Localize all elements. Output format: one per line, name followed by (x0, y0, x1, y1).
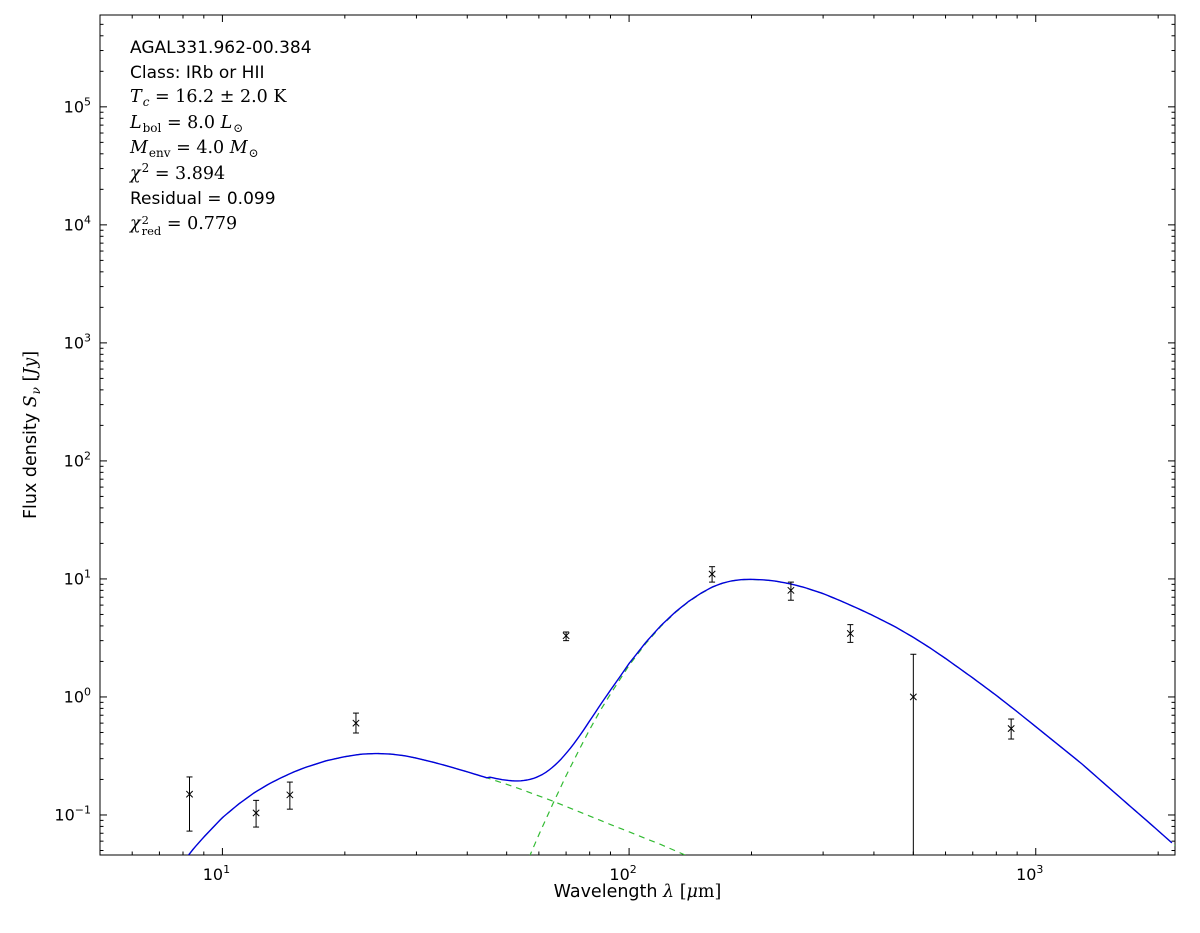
data-points (185, 566, 1015, 855)
x-marker (562, 632, 570, 640)
tick-labels: 101 102 103 10−1 100 101 102 103 104 105 (54, 95, 1043, 884)
luminosity-line: Lbol = 8.0 L⊙ (130, 111, 312, 137)
lambda-symbol: λ (663, 882, 675, 902)
residual-line: Residual = 0.099 (130, 189, 276, 209)
chi-exponent: 2 (141, 160, 150, 175)
svg-text:103: 103 (1016, 863, 1043, 884)
m-unit: M (229, 138, 248, 158)
axis-ticks (100, 15, 1175, 855)
chi-red-subscript: red (141, 223, 162, 238)
y-unit-bracket: [ (21, 374, 41, 388)
x-marker (185, 790, 194, 798)
model-curves (187, 578, 1175, 855)
svg-text:103: 103 (64, 331, 91, 352)
m-symbol: M (130, 138, 148, 158)
x-unit: m] (697, 882, 722, 902)
x-marker (708, 570, 716, 578)
x-unit-bracket: [ (674, 882, 687, 902)
l-subscript: bol (142, 120, 162, 135)
mass-line: Menv = 4.0 M⊙ (130, 136, 312, 162)
m-subscript: env (148, 146, 171, 160)
y-unit: Jy (21, 357, 41, 375)
m-value: = 4.0 (170, 138, 230, 158)
plot-frame (99, 14, 1176, 856)
chi-symbol: χ (130, 213, 141, 234)
class-line: Class: IRb or HII (130, 62, 265, 83)
l-symbol: L (130, 112, 142, 133)
x-marker (1007, 724, 1015, 733)
x-marker (909, 693, 917, 701)
x-marker (286, 791, 294, 799)
y-unit-bracket-close: ] (21, 350, 41, 358)
t-symbol: T (130, 87, 142, 107)
svg-text:10−1: 10−1 (54, 803, 91, 824)
sun-symbol: ⊙ (233, 120, 244, 135)
total-model (187, 578, 1173, 855)
x-label-text: Wavelength (553, 882, 664, 902)
y-label-text: Flux density (21, 407, 41, 520)
x-marker (352, 719, 360, 727)
chi-sup-sub: 2 red (142, 215, 162, 236)
svg-text:104: 104 (64, 213, 91, 234)
source-name: AGAL331.962-00.384 (130, 38, 312, 58)
chi2red-line: χ 2 red = 0.779 (130, 212, 312, 237)
l-value: = 8.0 (161, 112, 221, 133)
t-value: = 16.2 ± 2.0 K (149, 87, 287, 107)
temperature-line: Tc = 16.2 ± 2.0 K (130, 85, 312, 111)
chi2-value: = 3.894 (149, 163, 226, 184)
x-marker (846, 629, 854, 638)
nu-subscript: ν (29, 387, 43, 395)
svg-text:105: 105 (64, 95, 91, 116)
sun-symbol: ⊙ (248, 146, 259, 160)
svg-text:101: 101 (203, 863, 230, 884)
x-marker (787, 586, 795, 594)
chi-exponent: 2 (141, 213, 149, 227)
chi2-line: χ2 = 3.894 (130, 160, 312, 188)
svg-text:102: 102 (64, 449, 91, 470)
svg-text:102: 102 (609, 863, 636, 884)
s-symbol: S (21, 395, 41, 408)
t-subscript: c (142, 95, 150, 109)
y-axis-label: Flux density Sν [Jy] (21, 350, 43, 520)
chi2red-value: = 0.779 (161, 213, 238, 234)
mu-symbol: μ (686, 882, 698, 902)
x-axis-label: Wavelength λ [μm] (100, 882, 1175, 902)
svg-text:101: 101 (64, 567, 91, 588)
x-marker (252, 809, 260, 817)
svg-text:100: 100 (64, 685, 91, 706)
l-unit: L (220, 112, 233, 133)
chi-symbol: χ (130, 163, 141, 184)
fit-parameters-annotation: AGAL331.962-00.384 Class: IRb or HII Tc … (130, 36, 312, 236)
